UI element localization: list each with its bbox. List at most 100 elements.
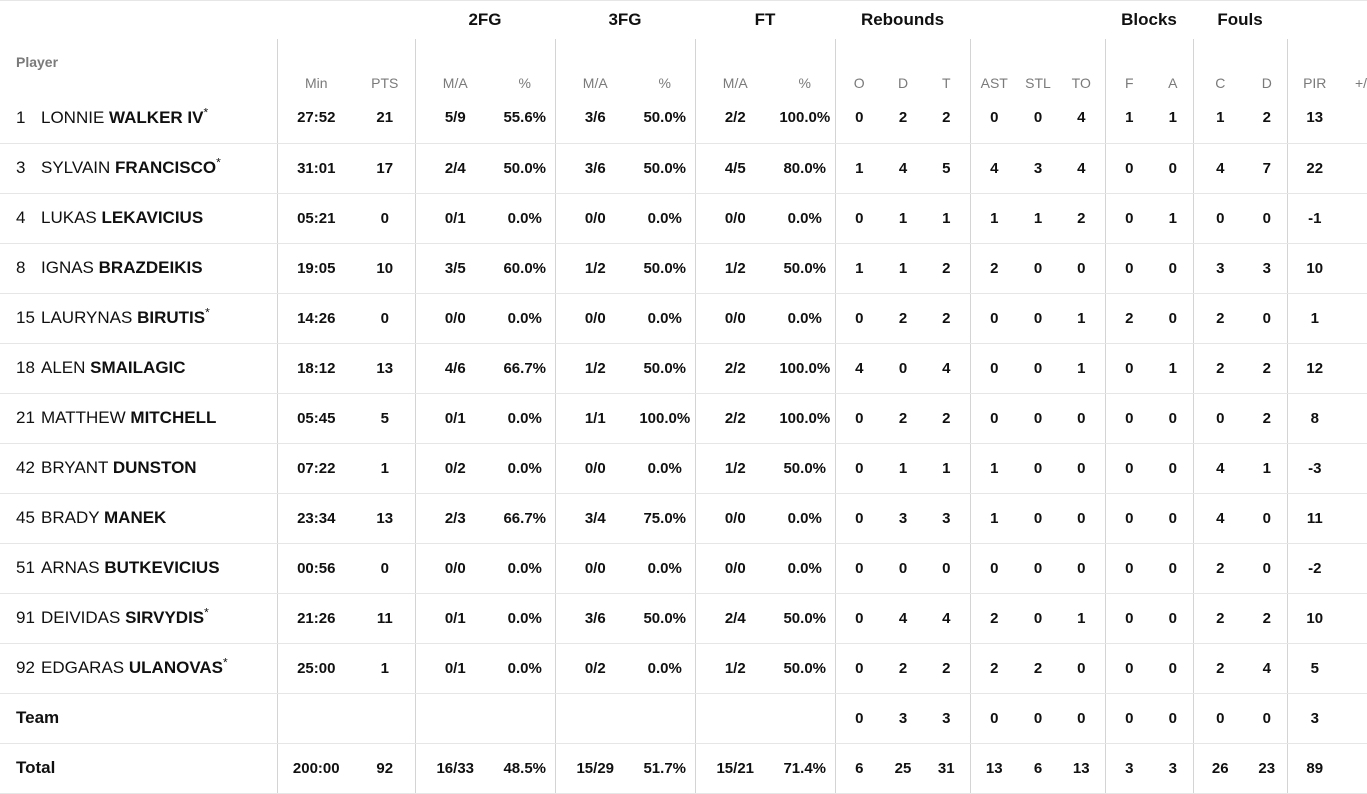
cell-reb-t: 0 (923, 543, 970, 594)
cell-reb-t: 2 (923, 643, 970, 694)
cell-fg3-ma: 15/29 (554, 743, 635, 794)
player-link[interactable]: 42 BRYANT DUNSTON (16, 458, 197, 477)
table-row[interactable]: 51 ARNAS BUTKEVICIUS 00:56 0 0/0 0.0% 0/0 0.0% 0… (0, 543, 1367, 594)
player-link[interactable]: 1 LONNIE WALKER IV* (16, 106, 208, 127)
col-header-pir[interactable]: PIR (1286, 39, 1342, 93)
table-row[interactable]: 92 EDGARAS ULANOVAS* 25:00 1 0/1 0.0% 0/2 0.0% 1… (0, 643, 1367, 694)
team-label: Team (0, 693, 277, 744)
col-header-blk-a[interactable]: A (1168, 75, 1178, 91)
table-row[interactable]: 91 DEIVIDAS SIRVYDIS* 21:26 11 0/1 0.0% 3/6 50.… (0, 593, 1367, 644)
player-link[interactable]: 21 MATTHEW MITCHELL (16, 408, 216, 427)
col-header-reb-o[interactable]: O (834, 39, 883, 93)
cell-fg3-pct (635, 693, 695, 744)
col-header-stl[interactable]: STL (1025, 75, 1051, 91)
table-row[interactable]: 42 BRYANT DUNSTON 07:22 1 0/2 0.0% 0/0 0.0% 1/2 5… (0, 443, 1367, 494)
cell-pir: 12 (1286, 343, 1342, 394)
col-header-to[interactable]: TO (1071, 75, 1091, 91)
col-header-3fg-pct[interactable]: % (658, 75, 671, 91)
cell-min: 00:56 (276, 543, 355, 594)
col-header-plus-minus[interactable]: +/ (1354, 75, 1367, 91)
table-row[interactable]: 1 LONNIE WALKER IV* 27:52 21 5/9 55.6% 3/6 50.0… (0, 93, 1367, 144)
col-header-player[interactable]: Player (16, 54, 59, 70)
col-header-reb-d[interactable]: D (897, 75, 909, 91)
cell-fg2-ma: 0/1 (414, 193, 495, 244)
col-header-blk-f[interactable]: F (1104, 39, 1153, 93)
table-row[interactable]: 45 BRADY MANEK 23:34 13 2/3 66.7% 3/4 75.0% 0/0 0… (0, 493, 1367, 544)
cell-to: 13 (1058, 743, 1105, 794)
col-header-2fg-ma[interactable]: M/A (414, 39, 495, 93)
cell-foul-c: 2 (1192, 593, 1247, 644)
cell-foul-d: 0 (1247, 193, 1287, 244)
cell-reb-o: 1 (834, 243, 883, 294)
total-row: Total 200:00 92 16/33 48.5% 15/29 51.7% 15/21 71… (0, 743, 1367, 794)
cell-blk-f: 0 (1104, 143, 1153, 194)
group-3fg: 3FG (608, 10, 642, 29)
cell-ast: 2 (969, 243, 1018, 294)
cell-reb-d: 1 (883, 443, 923, 494)
cell-fg2-pct: 60.0% (495, 243, 555, 294)
cell-min: 23:34 (276, 493, 355, 544)
cell-pm (1342, 543, 1367, 594)
cell-stl: 0 (1018, 543, 1058, 594)
cell-pir: 1 (1286, 293, 1342, 344)
col-header-3fg-ma[interactable]: M/A (554, 39, 635, 93)
col-header-ft-ma[interactable]: M/A (694, 39, 775, 93)
cell-reb-o: 0 (834, 193, 883, 244)
player-link[interactable]: 15 LAURYNAS BIRUTIS* (16, 305, 210, 327)
cell-fg2-pct: 0.0% (495, 443, 555, 494)
cell-foul-c: 2 (1192, 293, 1247, 344)
cell-fg3-ma: 1/2 (554, 343, 635, 394)
col-header-ast[interactable]: AST (969, 39, 1018, 93)
table-row[interactable]: 15 LAURYNAS BIRUTIS* 14:26 0 0/0 0.0% 0/0 0.0% 0… (0, 293, 1367, 344)
player-link[interactable]: 45 BRADY MANEK (16, 508, 166, 527)
player-name-cell: 42 BRYANT DUNSTON (0, 443, 277, 494)
table-row[interactable]: 8 IGNAS BRAZDEIKIS 19:05 10 3/5 60.0% 1/2 50.0%… (0, 243, 1367, 294)
cell-foul-d: 2 (1247, 93, 1287, 144)
cell-reb-d: 0 (883, 543, 923, 594)
cell-blk-f: 0 (1104, 393, 1153, 444)
player-number: 42 (16, 458, 35, 477)
player-first-name: LUKAS (41, 208, 97, 227)
cell-ft-ma (694, 693, 775, 744)
cell-pir: -2 (1286, 543, 1342, 594)
cell-fg2-pct: 0.0% (495, 593, 555, 644)
group-2fg: 2FG (468, 10, 502, 29)
table-row[interactable]: 4 LUKAS LEKAVICIUS 05:21 0 0/1 0.0% 0/0 0.0% 0/0… (0, 193, 1367, 244)
top-divider (0, 0, 1367, 1)
col-header-foul-d[interactable]: D (1261, 75, 1272, 91)
cell-fg2-pct (495, 693, 555, 744)
player-link[interactable]: 91 DEIVIDAS SIRVYDIS* (16, 606, 209, 627)
col-header-min[interactable]: Min (276, 39, 355, 93)
player-link[interactable]: 51 ARNAS BUTKEVICIUS (16, 558, 220, 577)
cell-pir: 5 (1286, 643, 1342, 694)
col-header-pts[interactable]: PTS (371, 75, 399, 91)
cell-pm (1342, 193, 1367, 244)
table-row[interactable]: 3 SYLVAIN FRANCISCO* 31:01 17 2/4 50.0% 3/6 50.… (0, 143, 1367, 194)
player-link[interactable]: 92 EDGARAS ULANOVAS* (16, 656, 228, 677)
table-row[interactable]: 21 MATTHEW MITCHELL 05:45 5 0/1 0.0% 1/1 100.0%… (0, 393, 1367, 444)
player-link[interactable]: 8 IGNAS BRAZDEIKIS (16, 258, 203, 277)
cell-to: 0 (1058, 443, 1105, 494)
table-row[interactable]: 18 ALEN SMAILAGIC 18:12 13 4/6 66.7% 1/2 50.0% 2… (0, 343, 1367, 394)
player-link[interactable]: 4 LUKAS LEKAVICIUS (16, 208, 203, 227)
player-first-name: DEIVIDAS (41, 608, 121, 627)
col-header-ft-pct[interactable]: % (798, 75, 811, 91)
player-number: 4 (16, 208, 26, 227)
player-link[interactable]: 18 ALEN SMAILAGIC (16, 358, 186, 377)
player-name-cell: 1 LONNIE WALKER IV* (0, 93, 277, 144)
col-header-foul-c[interactable]: C (1192, 39, 1247, 93)
cell-blk-a: 0 (1153, 393, 1193, 444)
cell-foul-d: 0 (1247, 293, 1287, 344)
starter-marker: * (205, 305, 210, 320)
col-header-reb-t[interactable]: T (941, 75, 951, 91)
cell-reb-t: 31 (923, 743, 970, 794)
cell-reb-o: 0 (834, 443, 883, 494)
player-first-name: LONNIE (41, 107, 105, 127)
cell-pm (1342, 443, 1367, 494)
cell-pm (1342, 393, 1367, 444)
cell-fg3-ma: 1/2 (554, 243, 635, 294)
cell-ft-ma: 1/2 (694, 243, 775, 294)
player-link[interactable]: 3 SYLVAIN FRANCISCO* (16, 156, 221, 177)
col-header-2fg-pct[interactable]: % (518, 75, 531, 91)
cell-fg3-pct: 75.0% (635, 493, 695, 544)
